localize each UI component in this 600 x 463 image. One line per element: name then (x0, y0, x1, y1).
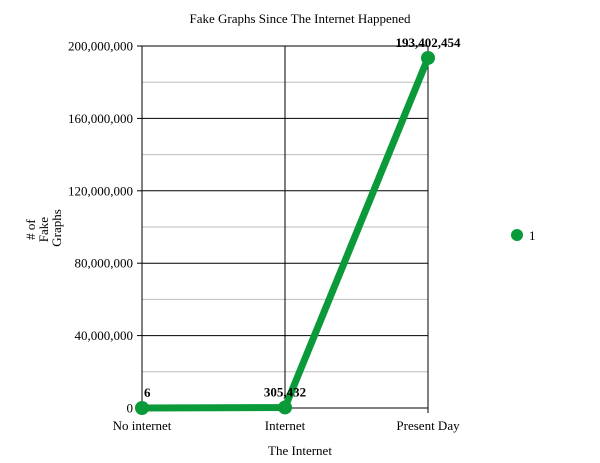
data-label: 193,402,454 (396, 35, 462, 50)
y-axis-label: # of Fake Graphs (23, 209, 64, 247)
y-tick-label: 160,000,000 (68, 111, 133, 126)
data-point (421, 50, 435, 65)
chart-title: Fake Graphs Since The Internet Happened (189, 11, 411, 26)
legend-marker (511, 229, 523, 241)
y-axis-label-line-2: Fake (36, 217, 51, 243)
legend: 1 (511, 228, 536, 243)
x-tick-label: Present Day (396, 418, 460, 433)
data-point (135, 401, 149, 415)
data-label: 305,432 (264, 384, 306, 399)
y-axis-label-line-1: # of (23, 219, 38, 240)
grid-lines (141, 45, 429, 409)
data-labels: 6 305,432 193,402,454 (144, 35, 461, 400)
y-axis-label-line-3: Graphs (49, 209, 64, 247)
series-1 (135, 50, 435, 415)
x-tick-label: No internet (113, 418, 172, 433)
x-tick-label: Internet (265, 418, 306, 433)
legend-label: 1 (529, 228, 536, 243)
x-axis-label: The Internet (268, 443, 332, 458)
y-axis-ticks: 0 40,000,000 80,000,000 120,000,000 160,000,… (68, 39, 142, 416)
y-tick-label: 80,000,000 (75, 256, 134, 271)
data-label: 6 (144, 385, 151, 400)
data-point (278, 400, 292, 415)
y-tick-label: 120,000,000 (68, 183, 133, 198)
y-tick-label: 40,000,000 (75, 328, 134, 343)
y-tick-label: 200,000,000 (68, 39, 133, 54)
y-tick-label: 0 (127, 401, 134, 416)
